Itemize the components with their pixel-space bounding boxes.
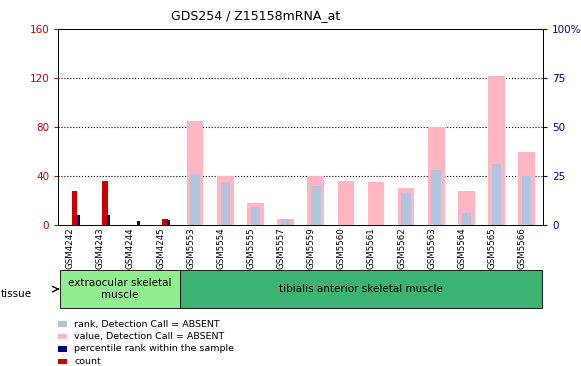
Text: GSM4242: GSM4242	[66, 227, 75, 269]
Text: tissue: tissue	[1, 289, 33, 299]
Bar	[250, 207, 260, 225]
Bar	[281, 219, 290, 225]
Bar	[162, 219, 168, 225]
Text: GSM5565: GSM5565	[487, 227, 497, 269]
Bar	[432, 170, 441, 225]
Bar	[458, 191, 475, 225]
Text: count: count	[74, 357, 101, 366]
Bar	[72, 191, 77, 225]
Text: GSM5564: GSM5564	[457, 227, 467, 269]
Bar	[137, 221, 140, 225]
Bar	[488, 76, 505, 225]
Bar	[180, 270, 541, 309]
Text: value, Detection Call = ABSENT: value, Detection Call = ABSENT	[74, 332, 225, 341]
Bar	[247, 203, 264, 225]
Text: GSM5560: GSM5560	[337, 227, 346, 269]
Text: GSM5562: GSM5562	[397, 227, 406, 269]
Bar	[102, 181, 107, 225]
Text: GSM5557: GSM5557	[277, 227, 286, 269]
Text: GSM4243: GSM4243	[96, 227, 105, 269]
Bar	[518, 152, 535, 225]
Bar	[167, 220, 170, 225]
Bar	[492, 164, 501, 225]
Bar	[461, 213, 471, 225]
Text: percentile rank within the sample: percentile rank within the sample	[74, 344, 234, 354]
Text: GSM5566: GSM5566	[518, 227, 526, 269]
Text: GDS254 / Z15158mRNA_at: GDS254 / Z15158mRNA_at	[171, 9, 340, 22]
Bar	[191, 174, 200, 225]
Bar	[428, 127, 444, 225]
Bar	[277, 219, 294, 225]
Text: GSM5563: GSM5563	[427, 227, 436, 269]
Bar	[311, 186, 321, 225]
Text: GSM4244: GSM4244	[126, 227, 135, 269]
Text: GSM5554: GSM5554	[216, 227, 225, 269]
Bar	[217, 176, 234, 225]
Bar	[107, 215, 110, 225]
Text: GSM5559: GSM5559	[307, 227, 315, 269]
Text: GSM5553: GSM5553	[186, 227, 195, 269]
Text: rank, Detection Call = ABSENT: rank, Detection Call = ABSENT	[74, 320, 220, 329]
Text: GSM5561: GSM5561	[367, 227, 376, 269]
Bar	[60, 270, 180, 309]
Bar	[221, 182, 230, 225]
Bar	[77, 215, 80, 225]
Text: extraocular skeletal
muscle: extraocular skeletal muscle	[68, 278, 171, 300]
Bar	[401, 193, 411, 225]
Bar	[368, 182, 384, 225]
Text: tibialis anterior skeletal muscle: tibialis anterior skeletal muscle	[279, 284, 443, 294]
Bar	[398, 188, 414, 225]
Bar	[307, 176, 324, 225]
Bar	[522, 176, 532, 225]
Bar	[338, 181, 354, 225]
Text: GSM5555: GSM5555	[246, 227, 256, 269]
Text: GSM4245: GSM4245	[156, 227, 165, 269]
Bar	[187, 121, 203, 225]
